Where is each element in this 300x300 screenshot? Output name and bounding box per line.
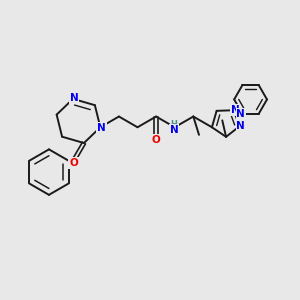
Text: O: O: [152, 135, 161, 145]
Text: N: N: [231, 105, 239, 115]
Text: N: N: [170, 125, 178, 135]
Text: N: N: [236, 109, 245, 119]
Text: O: O: [69, 158, 78, 168]
Text: N: N: [236, 121, 245, 131]
Text: N: N: [70, 93, 79, 103]
Text: N: N: [97, 123, 106, 133]
Text: H: H: [171, 120, 178, 129]
